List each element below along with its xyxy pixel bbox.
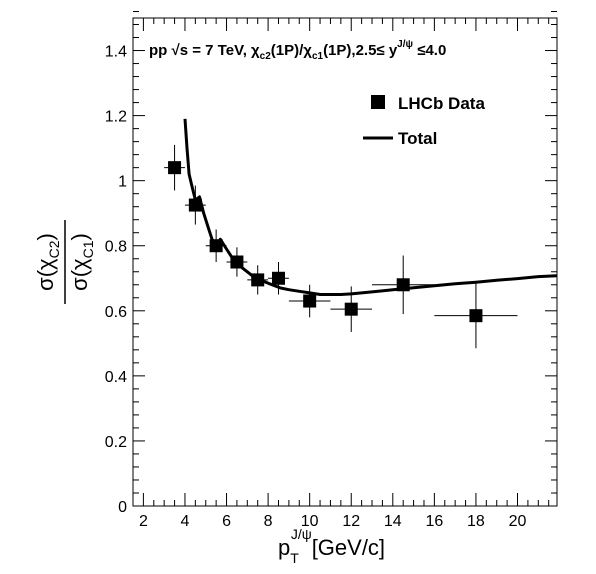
data-marker xyxy=(251,273,265,287)
data-point xyxy=(247,265,269,295)
y-tick-label: 0.4 xyxy=(105,369,127,386)
x-tick-label: 2 xyxy=(139,513,148,530)
x-tick-label: 6 xyxy=(222,513,231,530)
data-marker xyxy=(209,239,223,253)
y-tick-label: 0.2 xyxy=(105,434,127,451)
data-point xyxy=(288,284,331,318)
data-marker xyxy=(230,255,244,269)
x-tick-label: 8 xyxy=(264,513,273,530)
data-marker xyxy=(271,271,285,285)
y-axis-label: σ(χC2)σ(χC1) xyxy=(33,220,96,304)
data-marker xyxy=(469,309,483,323)
data-point xyxy=(330,286,373,332)
y-axis-label-numerator: σ(χC2) xyxy=(33,233,62,291)
x-tick-label: 14 xyxy=(384,513,402,530)
y-tick-label: 1 xyxy=(118,174,127,191)
legend-label-data: LHCb Data xyxy=(398,94,485,113)
x-tick-label: 4 xyxy=(181,513,190,530)
data-marker xyxy=(396,278,410,292)
y-axis-label-denominator: σ(χC1) xyxy=(67,233,96,291)
data-marker xyxy=(303,294,317,308)
y-tick-label: 1.2 xyxy=(105,109,127,126)
data-marker xyxy=(188,198,202,212)
x-tick-label: 16 xyxy=(425,513,443,530)
legend-label-total: Total xyxy=(398,129,437,148)
data-marker xyxy=(168,161,182,175)
x-tick-label: 20 xyxy=(509,513,527,530)
data-marker xyxy=(344,302,358,316)
y-tick-label: 1.4 xyxy=(105,44,127,61)
data-point xyxy=(226,247,248,277)
x-axis-label: pTJ/ψ[GeV/c] xyxy=(278,526,385,566)
axis-ticks xyxy=(132,10,557,507)
x-tick-label: 12 xyxy=(342,513,360,530)
y-tick-label: 0.6 xyxy=(105,304,127,321)
data-point xyxy=(434,283,518,349)
y-tick-label: 0.8 xyxy=(105,239,127,256)
data-point xyxy=(372,255,435,315)
y-tick-label: 0 xyxy=(118,499,127,516)
x-tick-label: 18 xyxy=(467,513,485,530)
data-point xyxy=(184,185,206,225)
chart-title: pp √s = 7 TeV, χc2(1P)/χc1(1P),2.5≤ yJ/ψ… xyxy=(149,39,446,62)
x-tick-label: 10 xyxy=(301,513,319,530)
legend-marker-square xyxy=(371,95,385,109)
data-point xyxy=(164,144,185,191)
data-point xyxy=(205,229,227,262)
total-curve xyxy=(183,118,558,296)
plot-frame xyxy=(132,17,558,507)
data-point xyxy=(268,262,289,295)
